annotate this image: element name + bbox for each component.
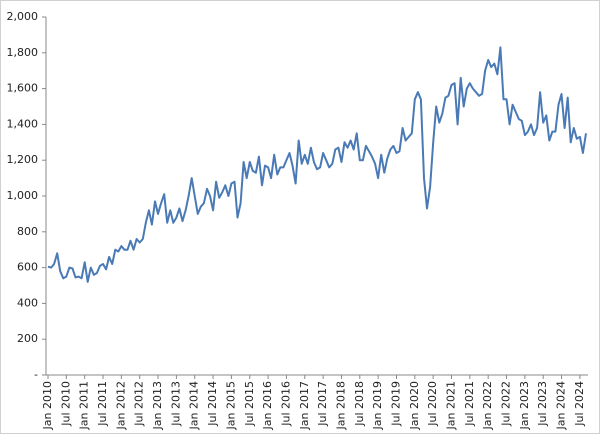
x-tick-label: Jul 2011 [96,381,109,427]
y-tick-label: 800 [17,225,38,238]
x-tick-label: Jul 2018 [353,381,366,427]
x-tick-label: Jan 2015 [224,381,237,430]
y-tick-label: 2,000 [7,10,39,23]
x-tick-label: Jan 2021 [445,381,458,430]
x-tick-label: Jul 2012 [133,381,146,427]
x-tick-label: Jan 2020 [408,381,421,430]
x-tick-label: Jan 2010 [41,381,54,430]
x-tick-label: Jul 2020 [426,381,439,427]
y-tick-label: 1,200 [7,153,39,166]
x-tick-label: Jan 2014 [188,381,201,430]
y-tick-label: 400 [17,296,38,309]
x-tick-label: Jan 2013 [151,381,164,430]
x-tick-label: Jan 2011 [78,381,91,430]
x-tick-label: Jul 2017 [316,381,329,427]
y-tick-label: 200 [17,332,38,345]
x-tick-label: Jan 2018 [334,381,347,430]
x-tick-label: Jul 2019 [389,381,402,427]
x-tick-label: Jul 2014 [206,381,219,427]
x-tick-label: Jul 2023 [536,381,549,427]
x-tick-label: Jan 2017 [298,381,311,430]
x-tick-label: Jan 2022 [481,381,494,430]
x-tick-label: Jan 2023 [518,381,531,430]
x-tick-label: Jul 2024 [573,381,586,427]
x-tick-label: Jul 2022 [500,381,513,427]
y-tick-label: 1,600 [7,82,39,95]
x-tick-label: Jul 2021 [463,381,476,427]
y-tick-label: 1,800 [7,46,39,59]
y-tick-label: 600 [17,261,38,274]
x-tick-label: Jul 2016 [279,381,292,427]
x-tick-label: Jan 2012 [114,381,127,430]
x-tick-label: Jan 2019 [371,381,384,430]
x-tick-label: Jul 2015 [243,381,256,427]
y-tick-label: - [34,368,38,381]
x-tick-label: Jan 2016 [261,381,274,430]
x-tick-label: Jul 2013 [169,381,182,427]
y-tick-label: 1,400 [7,117,39,130]
x-tick-label: Jan 2024 [555,381,568,430]
y-tick-label: 1,000 [7,189,39,202]
x-tick-label: Jul 2010 [59,381,72,427]
data-line [47,46,587,283]
